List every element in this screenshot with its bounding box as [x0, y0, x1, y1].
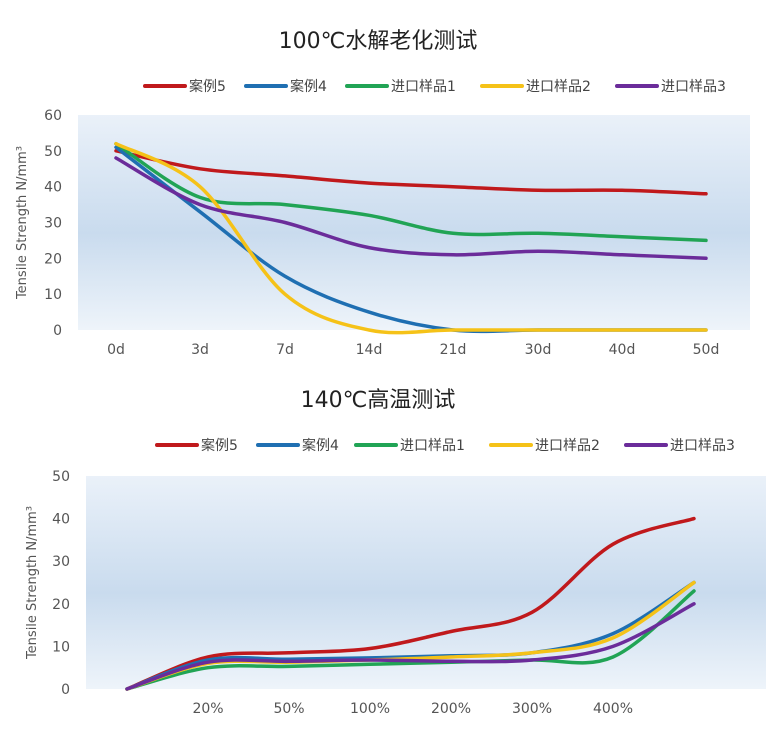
x-tick-label: 50%: [273, 701, 304, 717]
y-axis-label: Tensile Strength N/mm³: [15, 146, 30, 300]
series-line: [125, 602, 696, 691]
x-tick-label: 7d: [276, 342, 294, 358]
y-tick-label: 20: [52, 597, 70, 613]
y-tick-label: 30: [44, 216, 62, 232]
legend-item: 案例4: [256, 437, 339, 454]
legend-label: 进口样品3: [661, 79, 726, 95]
legend-label: 进口样品2: [535, 438, 600, 454]
y-tick-label: 50: [44, 144, 62, 160]
legend-label: 进口样品3: [670, 438, 735, 454]
legend-label: 进口样品2: [526, 79, 591, 95]
x-tick-label: 50d: [693, 342, 720, 358]
y-tick-label: 40: [44, 180, 62, 196]
y-tick-label: 40: [52, 512, 70, 528]
x-tick-label: 400%: [593, 701, 633, 717]
series-line: [125, 516, 696, 691]
x-tick-label: 300%: [512, 701, 552, 717]
x-tick-label: 20%: [192, 701, 223, 717]
y-tick-label: 50: [52, 469, 70, 485]
series-line: [125, 580, 696, 691]
y-tick-label: 0: [61, 682, 70, 698]
y-tick-label: 10: [44, 287, 62, 303]
legend-label: 案例4: [290, 78, 327, 95]
x-tick-label: 21d: [440, 342, 467, 358]
y-tick-label: 10: [52, 639, 70, 655]
x-tick-label: 30d: [525, 342, 552, 358]
legend-label: 进口样品1: [400, 438, 465, 454]
legend-label: 案例5: [201, 437, 238, 454]
x-tick-label: 14d: [356, 342, 383, 358]
legend-label: 案例4: [302, 437, 339, 454]
legend-item: 进口样品1: [345, 79, 456, 95]
legend-item: 进口样品2: [489, 438, 600, 454]
legend-item: 进口样品1: [354, 438, 465, 454]
series-line: [114, 141, 708, 243]
x-tick-label: 3d: [191, 342, 209, 358]
legend-item: 进口样品3: [624, 438, 735, 454]
series-line: [114, 141, 708, 335]
plot-area: [86, 476, 766, 689]
series-line: [114, 149, 708, 196]
x-tick-label: 0d: [107, 342, 125, 358]
legend-item: 进口样品3: [615, 79, 726, 95]
series-line: [114, 156, 708, 261]
series-line: [125, 589, 696, 691]
legend-item: 案例5: [155, 437, 238, 454]
y-axis-label: Tensile Strength N/mm³: [25, 506, 40, 660]
x-tick-label: 40d: [609, 342, 636, 358]
legend-item: 案例5: [143, 78, 226, 95]
legend-item: 案例4: [244, 78, 327, 95]
plot-area: [78, 115, 750, 330]
y-tick-label: 0: [53, 323, 62, 339]
legend-item: 进口样品2: [480, 79, 591, 95]
y-tick-label: 20: [44, 251, 62, 267]
x-tick-label: 200%: [431, 701, 471, 717]
legend-label: 进口样品1: [391, 79, 456, 95]
x-tick-label: 100%: [350, 701, 390, 717]
chart-title: 100℃水解老化测试: [279, 29, 478, 54]
y-tick-label: 30: [52, 554, 70, 570]
chart-title: 140℃高温测试: [301, 388, 456, 413]
y-tick-label: 60: [44, 108, 62, 124]
legend-label: 案例5: [189, 78, 226, 95]
